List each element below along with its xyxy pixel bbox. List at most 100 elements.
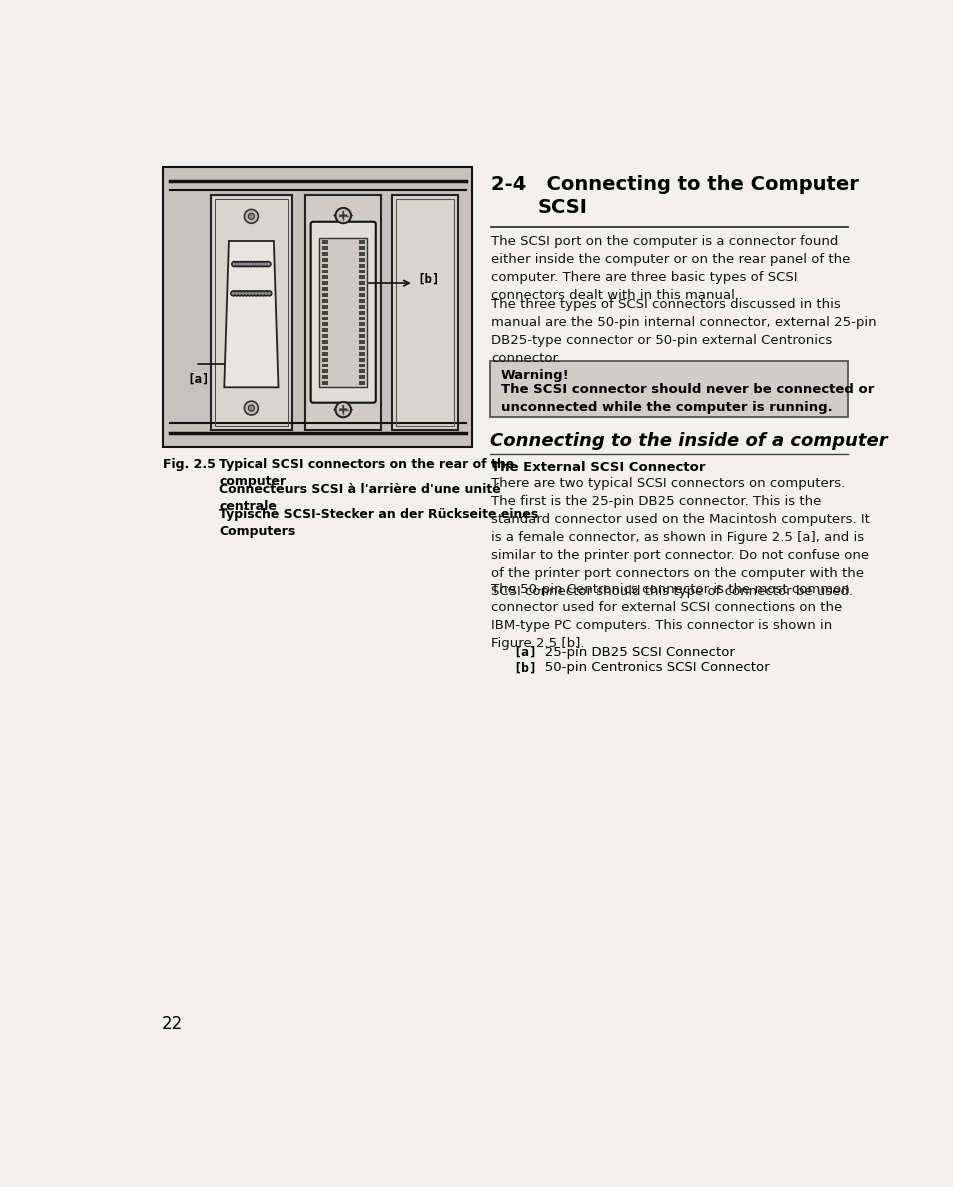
Circle shape	[258, 262, 261, 266]
Circle shape	[254, 261, 259, 267]
Circle shape	[244, 262, 247, 266]
Circle shape	[231, 291, 236, 296]
Bar	[395, 198, 454, 426]
Circle shape	[264, 262, 267, 266]
Bar	[305, 195, 381, 430]
Bar	[358, 323, 365, 326]
Circle shape	[244, 291, 249, 296]
Circle shape	[253, 291, 258, 296]
Bar	[321, 240, 328, 245]
Text: The SCSI connector should never be connected or
unconnected while the computer i: The SCSI connector should never be conne…	[500, 382, 873, 414]
Circle shape	[232, 292, 234, 294]
Bar	[211, 195, 292, 430]
Text: [a]: [a]	[187, 373, 210, 386]
Bar	[358, 345, 365, 350]
Bar	[321, 351, 328, 356]
Circle shape	[234, 261, 239, 267]
Bar	[358, 369, 365, 373]
Bar	[358, 299, 365, 303]
Bar	[321, 275, 328, 279]
Bar	[358, 252, 365, 256]
Bar	[358, 335, 365, 338]
Circle shape	[237, 291, 242, 296]
Text: +: +	[337, 209, 348, 222]
Bar	[358, 240, 365, 245]
Bar	[358, 317, 365, 320]
Bar	[489, 361, 847, 417]
Text: [b]: [b]	[513, 661, 537, 674]
Bar	[358, 293, 365, 297]
Circle shape	[248, 214, 254, 220]
Circle shape	[267, 262, 270, 266]
Bar	[321, 269, 328, 273]
Circle shape	[265, 261, 271, 267]
Circle shape	[245, 292, 248, 294]
Bar	[321, 381, 328, 385]
Bar	[321, 339, 328, 344]
Polygon shape	[335, 209, 352, 222]
Circle shape	[244, 401, 258, 415]
Bar	[358, 363, 365, 367]
Circle shape	[235, 262, 238, 266]
Bar	[321, 264, 328, 267]
Bar	[321, 375, 328, 379]
Bar	[358, 339, 365, 344]
Bar	[358, 246, 365, 250]
Circle shape	[247, 291, 253, 296]
Circle shape	[254, 292, 257, 294]
Circle shape	[266, 291, 272, 296]
Circle shape	[252, 292, 254, 294]
Bar	[358, 351, 365, 356]
Bar	[358, 281, 365, 285]
Text: [a]: [a]	[513, 646, 537, 659]
Text: Fig. 2.5: Fig. 2.5	[163, 458, 216, 471]
Bar	[321, 345, 328, 350]
FancyBboxPatch shape	[311, 222, 375, 402]
Circle shape	[263, 291, 269, 296]
Bar	[163, 167, 472, 446]
Bar	[321, 299, 328, 303]
Text: 25-pin DB25 SCSI Connector: 25-pin DB25 SCSI Connector	[531, 646, 734, 659]
Circle shape	[247, 262, 250, 266]
Circle shape	[238, 262, 241, 266]
Circle shape	[257, 261, 262, 267]
Circle shape	[335, 208, 351, 223]
Text: Connecting to the inside of a computer: Connecting to the inside of a computer	[489, 432, 886, 450]
Circle shape	[237, 261, 242, 267]
Text: +: +	[337, 404, 348, 417]
Circle shape	[248, 292, 251, 294]
Bar	[321, 357, 328, 362]
Bar	[358, 305, 365, 309]
Circle shape	[260, 291, 265, 296]
Text: Connecteurs SCSI à l'arrière d'une unité
centrale: Connecteurs SCSI à l'arrière d'une unité…	[219, 483, 500, 513]
Text: Typical SCSI connectors on the rear of the
computer: Typical SCSI connectors on the rear of t…	[219, 458, 514, 488]
Circle shape	[256, 291, 262, 296]
Bar	[214, 198, 288, 426]
Circle shape	[241, 292, 245, 294]
Bar	[392, 195, 457, 430]
Bar	[321, 311, 328, 315]
Circle shape	[253, 262, 255, 266]
Bar	[321, 335, 328, 338]
Bar	[358, 357, 365, 362]
Circle shape	[240, 261, 245, 267]
Polygon shape	[224, 241, 278, 387]
Bar	[358, 269, 365, 273]
Text: The External SCSI Connector: The External SCSI Connector	[491, 462, 705, 475]
Bar	[358, 329, 365, 332]
Bar	[321, 252, 328, 256]
Circle shape	[255, 262, 258, 266]
Text: The three types of SCSI connectors discussed in this
manual are the 50-pin inter: The three types of SCSI connectors discu…	[491, 298, 876, 364]
Circle shape	[234, 292, 238, 294]
Bar	[358, 258, 365, 261]
Text: SCSI: SCSI	[537, 198, 587, 217]
Bar	[321, 363, 328, 367]
Bar	[321, 281, 328, 285]
Bar	[321, 287, 328, 291]
Text: The 50-pin Centronics connector is the most common
connector used for external S: The 50-pin Centronics connector is the m…	[491, 583, 849, 649]
Circle shape	[268, 292, 271, 294]
Circle shape	[250, 262, 253, 266]
Bar	[358, 264, 365, 267]
Circle shape	[260, 261, 265, 267]
Text: 22: 22	[162, 1015, 183, 1034]
